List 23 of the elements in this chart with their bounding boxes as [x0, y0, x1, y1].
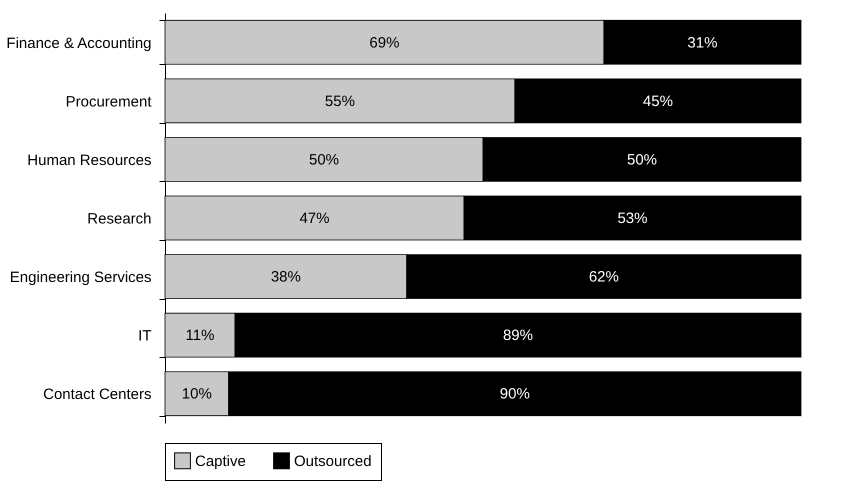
data-label: 55% [324, 92, 355, 110]
data-label: 38% [270, 268, 301, 286]
legend-label: Outsourced [294, 452, 372, 470]
data-label: 31% [687, 34, 718, 52]
y-tick-label: Research [87, 210, 152, 228]
data-label: 90% [500, 386, 530, 403]
legend-label: Captive [195, 452, 246, 470]
data-label: 45% [642, 92, 673, 110]
data-label: 53% [617, 210, 648, 227]
y-tick-label: Human Resources [27, 152, 152, 169]
y-tick-label: Finance & Accounting [6, 34, 152, 52]
data-label: 62% [588, 268, 619, 286]
data-label: 50% [626, 151, 658, 168]
data-label: 89% [502, 327, 533, 344]
y-tick-label: Engineering Services [10, 269, 152, 286]
y-tick-label: Procurement [66, 93, 152, 110]
data-label: 10% [182, 386, 212, 403]
y-tick-label: Contact Centers [43, 386, 152, 404]
data-label: 69% [369, 34, 400, 52]
y-tick-label: IT [138, 328, 152, 345]
data-label: 47% [299, 210, 330, 227]
data-label: 50% [308, 151, 340, 168]
data-label: 11% [186, 327, 214, 344]
